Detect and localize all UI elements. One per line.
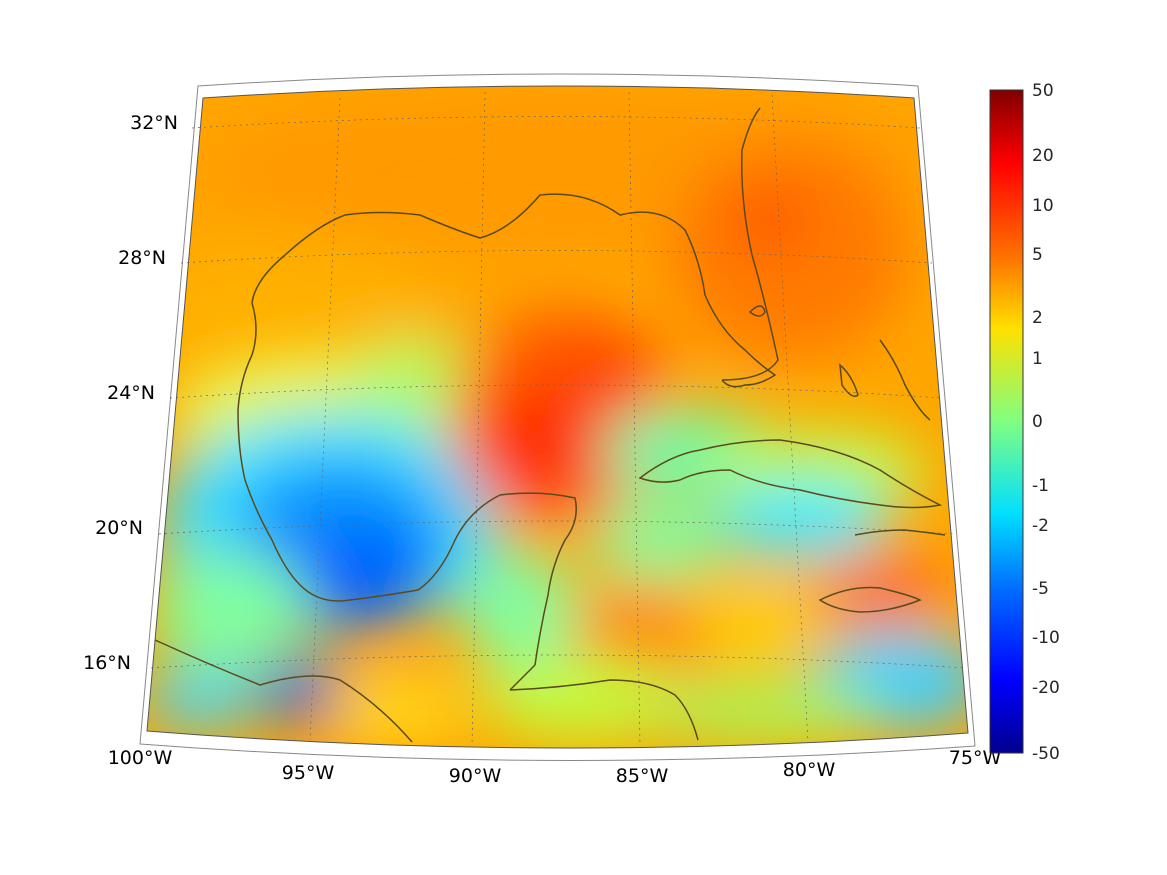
colorbar-tick-neg10: -10 <box>1032 628 1060 648</box>
coastlines <box>154 107 946 743</box>
colorbar-tick-50: 50 <box>1032 81 1054 101</box>
lat-label-20n: 20°N <box>95 517 143 539</box>
lon-label-100w: 100°W <box>108 747 173 769</box>
colorbar-tick-neg5: -5 <box>1032 579 1049 599</box>
lon-label-90w: 90°W <box>449 765 502 787</box>
lon-label-75w: 75°W <box>949 747 1002 769</box>
map-outer-frame <box>139 73 976 762</box>
lat-label-16n: 16°N <box>83 652 131 674</box>
colorbar-tick-0: 0 <box>1032 412 1043 432</box>
lat-label-32n: 32°N <box>130 112 178 134</box>
colorbar-tick-neg2: -2 <box>1032 516 1049 536</box>
lon-label-85w: 85°W <box>616 765 669 787</box>
map-frame <box>146 85 969 749</box>
lon-label-95w: 95°W <box>282 762 335 784</box>
colorbar <box>989 89 1024 754</box>
colorbar-ticks: 50 20 10 5 2 1 0 -1 -2 -5 -10 -20 -50 <box>1032 81 1060 764</box>
colorbar-tick-neg20: -20 <box>1032 678 1060 698</box>
data-field <box>147 86 968 749</box>
lon-label-80w: 80°W <box>783 759 836 781</box>
colorbar-tick-20: 20 <box>1032 146 1054 166</box>
colorbar-tick-neg50: -50 <box>1032 744 1060 764</box>
colorbar-tick-1: 1 <box>1032 349 1043 369</box>
colorbar-tick-neg1: -1 <box>1032 476 1049 496</box>
graticule <box>150 91 966 747</box>
colorbar-tick-10: 10 <box>1032 196 1054 216</box>
lat-label-24n: 24°N <box>107 382 155 404</box>
colorbar-tick-2: 2 <box>1032 308 1043 328</box>
lat-label-28n: 28°N <box>118 247 166 269</box>
colorbar-tick-5: 5 <box>1032 245 1043 265</box>
